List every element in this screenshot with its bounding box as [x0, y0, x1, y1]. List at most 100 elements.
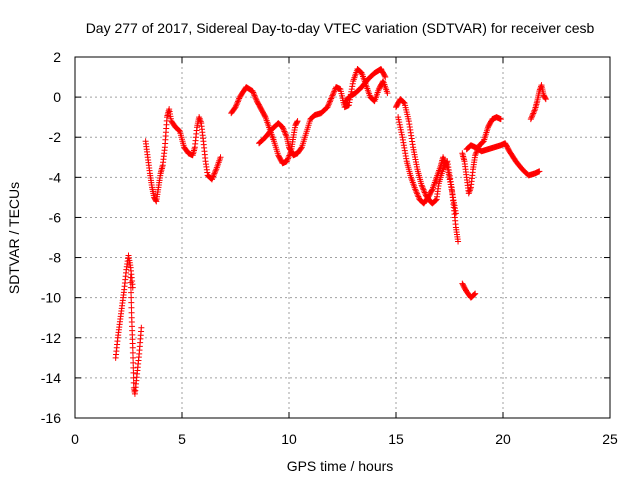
- data-point: [396, 119, 403, 126]
- data-point: [130, 374, 137, 381]
- chart-title: Day 277 of 2017, Sidereal Day-to-day VTE…: [86, 20, 595, 36]
- data-point: [252, 93, 259, 100]
- data-point: [412, 187, 419, 194]
- y-tick-label: 2: [53, 49, 61, 65]
- data-point: [209, 174, 216, 181]
- data-point: [419, 185, 426, 192]
- x-tick-label: 25: [602, 431, 618, 447]
- data-point: [412, 186, 419, 193]
- data-point: [232, 104, 239, 111]
- data-point: [497, 116, 504, 123]
- y-tick-label: -12: [41, 330, 61, 346]
- data-point: [419, 183, 426, 190]
- data-point: [130, 364, 137, 371]
- data-point: [421, 189, 428, 196]
- data-point: [283, 158, 290, 165]
- data-point: [400, 99, 407, 106]
- data-point: [331, 88, 338, 95]
- axis-ticks: [74, 56, 611, 419]
- data-point: [233, 102, 240, 109]
- data-point: [282, 129, 289, 136]
- data-point: [472, 152, 479, 159]
- data-point: [325, 101, 332, 108]
- data-point: [285, 153, 292, 160]
- data-point: [175, 126, 182, 133]
- data-point: [130, 359, 137, 366]
- data-point: [443, 162, 450, 169]
- data-point: [129, 344, 136, 351]
- data-point: [527, 116, 534, 123]
- x-tick-labels: 0 5 10 15 20 25: [71, 431, 618, 447]
- data-point: [397, 124, 404, 131]
- y-tick-label: -16: [41, 410, 61, 426]
- y-tick-labels: -16 -14 -12 -10 -8 -6 -4 -2 0 2: [41, 49, 61, 426]
- data-point: [250, 89, 257, 96]
- data-point: [285, 155, 292, 162]
- x-tick-label: 20: [495, 431, 511, 447]
- x-tick-label: 15: [388, 431, 404, 447]
- data-point: [284, 156, 291, 163]
- data-point: [441, 157, 448, 164]
- data-point: [395, 116, 402, 123]
- plot-frame: [74, 56, 611, 419]
- y-tick-label: -8: [49, 250, 62, 266]
- y-tick-label: -2: [49, 129, 62, 145]
- data-point: [294, 118, 301, 125]
- data-point: [382, 74, 389, 81]
- data-point: [250, 90, 257, 97]
- data-point: [281, 128, 288, 135]
- data-point: [428, 187, 435, 194]
- data-point: [395, 114, 402, 121]
- x-tick-label: 10: [281, 431, 297, 447]
- data-point: [442, 160, 449, 167]
- data-point: [152, 197, 159, 204]
- data-point: [440, 155, 447, 162]
- data-point: [530, 110, 537, 117]
- data-point: [127, 284, 134, 291]
- data-point: [129, 349, 136, 356]
- data-point: [432, 197, 439, 204]
- data-point: [283, 132, 290, 139]
- data-point: [298, 145, 305, 152]
- data-point: [400, 98, 407, 105]
- data-point: [414, 192, 421, 199]
- data-point: [415, 193, 422, 200]
- data-point: [398, 129, 405, 136]
- data-point: [128, 294, 135, 301]
- data-point: [381, 72, 388, 79]
- data-point: [529, 113, 536, 120]
- data-points: [112, 66, 549, 397]
- data-point: [479, 139, 486, 146]
- data-point: [176, 127, 183, 134]
- data-point: [130, 369, 137, 376]
- data-point: [414, 190, 421, 197]
- data-point: [233, 101, 240, 108]
- data-point: [384, 90, 391, 97]
- data-point: [397, 126, 404, 133]
- data-point: [531, 107, 538, 114]
- data-point: [542, 96, 549, 103]
- data-point: [236, 95, 243, 102]
- y-tick-label: -10: [41, 290, 61, 306]
- data-point: [357, 68, 364, 75]
- data-point: [536, 168, 543, 175]
- data-point: [327, 96, 334, 103]
- data-point: [280, 125, 287, 132]
- y-axis-label: SDTVAR / TECUs: [6, 182, 22, 294]
- x-axis-label: GPS time / hours: [287, 458, 394, 474]
- data-point: [217, 154, 224, 161]
- data-point: [127, 279, 134, 286]
- data-point: [279, 124, 286, 131]
- data-point: [421, 188, 428, 195]
- data-point: [329, 92, 336, 99]
- data-point: [328, 94, 335, 101]
- data-point: [455, 238, 462, 245]
- data-point: [138, 324, 145, 331]
- data-point: [471, 291, 478, 298]
- data-point: [249, 88, 256, 95]
- data-point: [396, 121, 403, 128]
- data-point: [443, 161, 450, 168]
- data-point: [330, 89, 337, 96]
- data-point: [212, 167, 219, 174]
- y-tick-label: -14: [41, 370, 61, 386]
